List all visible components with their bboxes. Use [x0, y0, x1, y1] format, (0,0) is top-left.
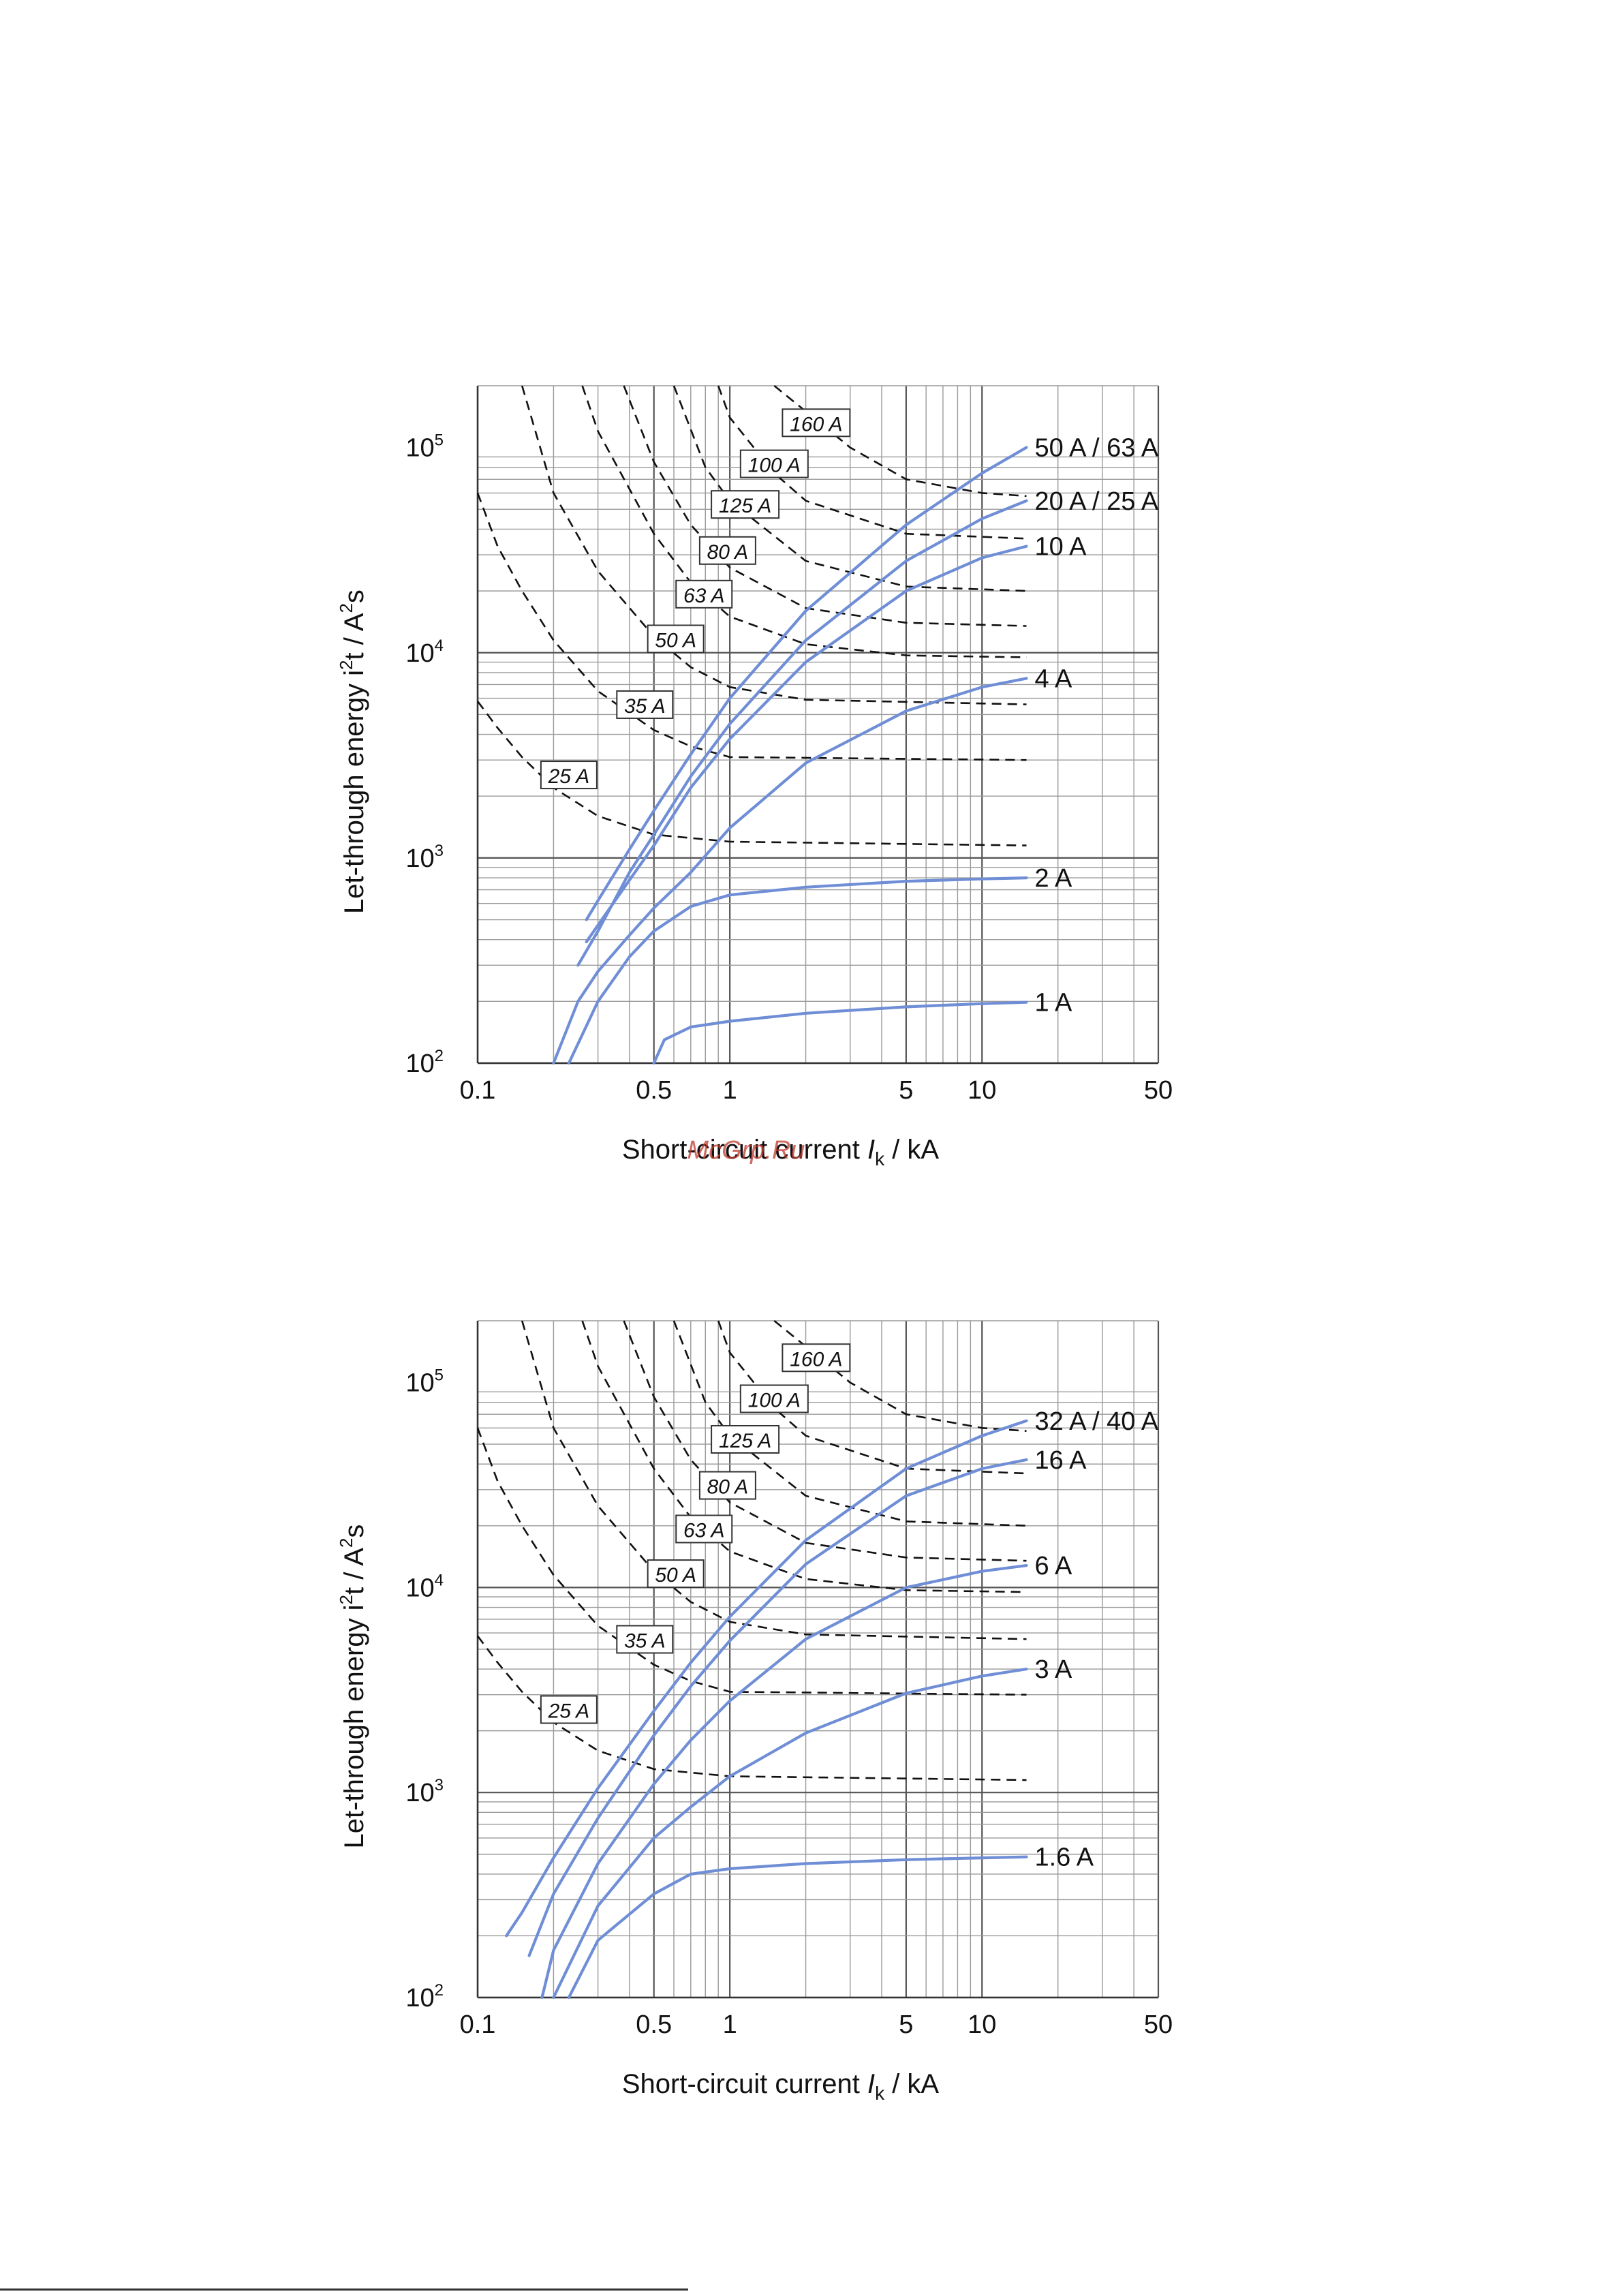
series-line	[652, 1000, 1028, 1065]
series-label: 2 A	[1034, 864, 1072, 893]
watermark: McGrp.Ru	[687, 1136, 805, 1165]
series-label: 6 A	[1034, 1552, 1072, 1580]
fuse-curve	[521, 1320, 1027, 1640]
y-tick-label: 104	[405, 637, 444, 668]
x-tick-label: 0.5	[636, 2010, 672, 2039]
fuse-label: 80 A	[707, 1476, 749, 1499]
fuse-label: 80 A	[707, 541, 749, 564]
x-tick-label: 50	[1144, 2010, 1173, 2039]
fuse-curve	[717, 385, 1027, 540]
x-tick-label: 5	[899, 1076, 913, 1105]
fuse-label: 35 A	[624, 1629, 666, 1652]
fuse-curve	[673, 385, 1027, 592]
fuse-label-box	[675, 579, 733, 609]
series-line	[585, 545, 1028, 944]
series-line	[576, 499, 1028, 967]
x-tick-label: 0.5	[636, 1076, 672, 1105]
fuse-label-box	[616, 690, 674, 719]
series-label: 16 A	[1034, 1446, 1087, 1475]
y-tick-label: 104	[405, 1571, 444, 1602]
y-axis-title: Let-through energy i2t / A2s	[336, 1525, 369, 1849]
chart-upper: 25 A 35 A 50 A 63 A 80 A 125 A 100 A 160 A 50 A …	[336, 384, 1173, 1169]
x-tick-label: 10	[968, 2010, 996, 2039]
series-line	[552, 677, 1028, 1065]
x-axis-title: Short-circuit current Ik / kA	[622, 2069, 940, 2104]
x-tick-label: 50	[1144, 1076, 1173, 1105]
fuse-label: 125 A	[719, 495, 771, 517]
fuse-label-box	[711, 1424, 780, 1454]
fuse-label: 100 A	[748, 1389, 801, 1411]
series-line	[567, 1855, 1028, 2000]
fuse-curve	[673, 1320, 1027, 1527]
fuse-label-box	[616, 1625, 674, 1654]
fuse-label-box	[540, 761, 598, 790]
chart-lower: 25 A 35 A 50 A 63 A 80 A 125 A 100 A 160 A 32 A …	[336, 1319, 1173, 2104]
fuse-label: 25 A	[548, 1700, 590, 1722]
fuse-label-box	[711, 490, 780, 519]
y-tick-label: 102	[405, 1047, 444, 1078]
fuse-label: 100 A	[748, 455, 801, 477]
fuse-label-box	[540, 1695, 598, 1724]
series-label: 1.6 A	[1034, 1843, 1094, 1872]
series-line	[540, 1564, 1028, 2000]
fuse-label-box	[647, 1559, 705, 1589]
fuse-curve	[773, 384, 1027, 498]
x-tick-label: 5	[899, 2010, 913, 2039]
series-line	[552, 1668, 1028, 2000]
y-tick-label: 102	[405, 1981, 444, 2012]
fuse-curve	[623, 385, 1027, 627]
fuse-label: 50 A	[655, 629, 696, 652]
fuse-label: 160 A	[790, 1348, 842, 1371]
series-label: 10 A	[1034, 533, 1087, 562]
fuse-curve	[773, 1319, 1027, 1432]
series-label: 1 A	[1034, 989, 1072, 1017]
fuse-label-box	[647, 624, 705, 654]
x-tick-label: 10	[968, 1076, 996, 1105]
x-tick-label: 1	[723, 2010, 737, 2039]
series-line	[567, 876, 1028, 1065]
y-axis-title: Let-through energy i2t / A2s	[336, 590, 369, 914]
fuse-curve	[521, 385, 1027, 705]
series-line	[585, 446, 1028, 921]
fuse-label: 50 A	[655, 1564, 696, 1587]
fuse-label: 63 A	[683, 1520, 725, 1542]
y-tick-label: 105	[405, 1366, 444, 1398]
fuse-label: 63 A	[683, 585, 725, 607]
footer-rule	[0, 2289, 688, 2291]
series-label: 3 A	[1034, 1655, 1072, 1684]
fuse-label-box	[698, 1471, 756, 1500]
series-label: 4 A	[1034, 664, 1072, 693]
fuse-label-box	[782, 1343, 851, 1373]
x-tick-label: 0.1	[460, 2010, 496, 2039]
fuse-curve	[717, 1320, 1027, 1475]
fuse-label-box	[698, 536, 756, 565]
fuse-label: 160 A	[790, 413, 842, 435]
fuse-label-box	[675, 1514, 733, 1544]
fuse-label: 35 A	[624, 695, 666, 718]
fuse-label: 125 A	[719, 1430, 771, 1452]
fuse-label-box	[782, 408, 851, 438]
y-tick-label: 103	[405, 842, 444, 873]
series-line	[505, 1419, 1028, 1938]
fuse-label: 25 A	[548, 765, 590, 788]
fuse-curve	[476, 1635, 1027, 1781]
series-label: 50 A / 63 A	[1034, 434, 1158, 463]
fuse-label-box	[739, 449, 809, 478]
x-tick-label: 1	[723, 1076, 737, 1105]
y-tick-label: 105	[405, 431, 444, 463]
series-label: 32 A / 40 A	[1034, 1407, 1158, 1436]
series-line	[527, 1458, 1028, 1957]
fuse-label-box	[739, 1384, 809, 1413]
x-tick-label: 0.1	[460, 1076, 496, 1105]
x-axis-title: Short-circuit current Ik / kA	[622, 1135, 940, 1169]
fuse-curve	[476, 492, 1027, 761]
y-tick-label: 103	[405, 1776, 444, 1807]
fuse-curve	[623, 1320, 1027, 1562]
fuse-curve	[476, 1427, 1027, 1696]
series-label: 20 A / 25 A	[1034, 487, 1158, 516]
